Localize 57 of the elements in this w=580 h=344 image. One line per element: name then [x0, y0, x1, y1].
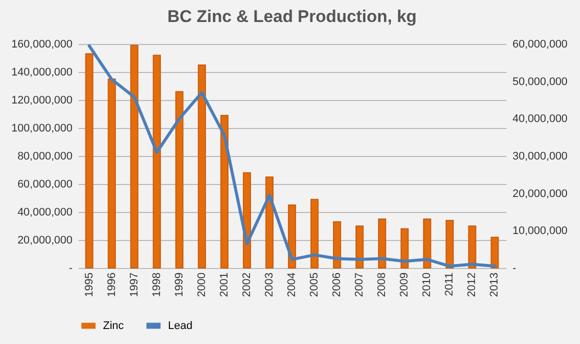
bar: [310, 198, 319, 268]
bar: [130, 44, 138, 268]
x-tick-label: 2001: [218, 272, 230, 297]
bar: [152, 54, 161, 268]
bar: [468, 226, 476, 268]
x-tick-label: 2004: [286, 272, 298, 297]
bar: [288, 204, 296, 268]
x-tick-label: 1996: [106, 272, 118, 297]
bar: [490, 236, 499, 268]
y-tick-label: 100,000,000: [11, 122, 72, 134]
x-tick-label: 2007: [354, 272, 366, 297]
x-tick-label: 2000: [196, 272, 208, 297]
y2-tick-label: 40,000,000: [512, 113, 568, 126]
bar: [175, 91, 184, 268]
bar: [198, 64, 206, 268]
x-tick-label: 2011: [444, 272, 456, 296]
y-tick-label: 40,000,000: [17, 206, 72, 218]
y-tick-label: 160,000,000: [11, 38, 72, 50]
y-tick-label: 140,000,000: [11, 66, 72, 78]
bar: [400, 228, 409, 268]
y2-tick-label: 50,000,000: [512, 76, 568, 88]
x-tick-label: 2008: [376, 272, 388, 297]
y-tick-label: 20,000,000: [17, 234, 72, 246]
x-tick-label: 2005: [308, 272, 321, 297]
y2-tick-label: 20,000,000: [512, 188, 568, 200]
y2-tick-label: -: [512, 262, 516, 274]
bar: [423, 218, 432, 268]
bar: [220, 114, 228, 268]
y-tick-label: 120,000,000: [11, 94, 72, 106]
y-tick-label: -: [68, 262, 73, 274]
y-tick-label: 80,000,000: [17, 150, 72, 162]
x-tick-label: 1995: [83, 272, 96, 297]
bar: [333, 221, 342, 268]
bar: [378, 218, 386, 268]
y2-tick-label: 30,000,000: [512, 150, 568, 162]
chart-title: BC Zinc & Lead Production, kg: [167, 7, 417, 26]
bar: [85, 53, 94, 268]
x-tick-label: 2002: [240, 272, 253, 297]
bar: [265, 176, 274, 268]
bar: [446, 220, 454, 268]
legend-label: Lead: [168, 320, 192, 332]
x-tick-label: 1999: [173, 272, 186, 297]
x-tick-label: 1998: [150, 272, 163, 297]
x-tick-label: 2013: [488, 272, 501, 297]
y-tick-label: 60,000,000: [17, 178, 72, 190]
x-tick-label: 2006: [331, 272, 344, 297]
x-tick-label: 2009: [398, 272, 411, 297]
line-series: [88, 44, 496, 268]
legend-label: Zinc: [103, 320, 124, 332]
bar: [108, 78, 116, 268]
y2-tick-label: 10,000,000: [512, 225, 568, 238]
x-tick-label: 2012: [466, 272, 478, 297]
x-tick-label: 2010: [421, 272, 434, 297]
y2-tick-label: 60,000,000: [512, 38, 568, 50]
x-tick-label: 2003: [263, 272, 276, 297]
bar: [356, 226, 364, 268]
x-tick-label: 1997: [128, 272, 140, 297]
